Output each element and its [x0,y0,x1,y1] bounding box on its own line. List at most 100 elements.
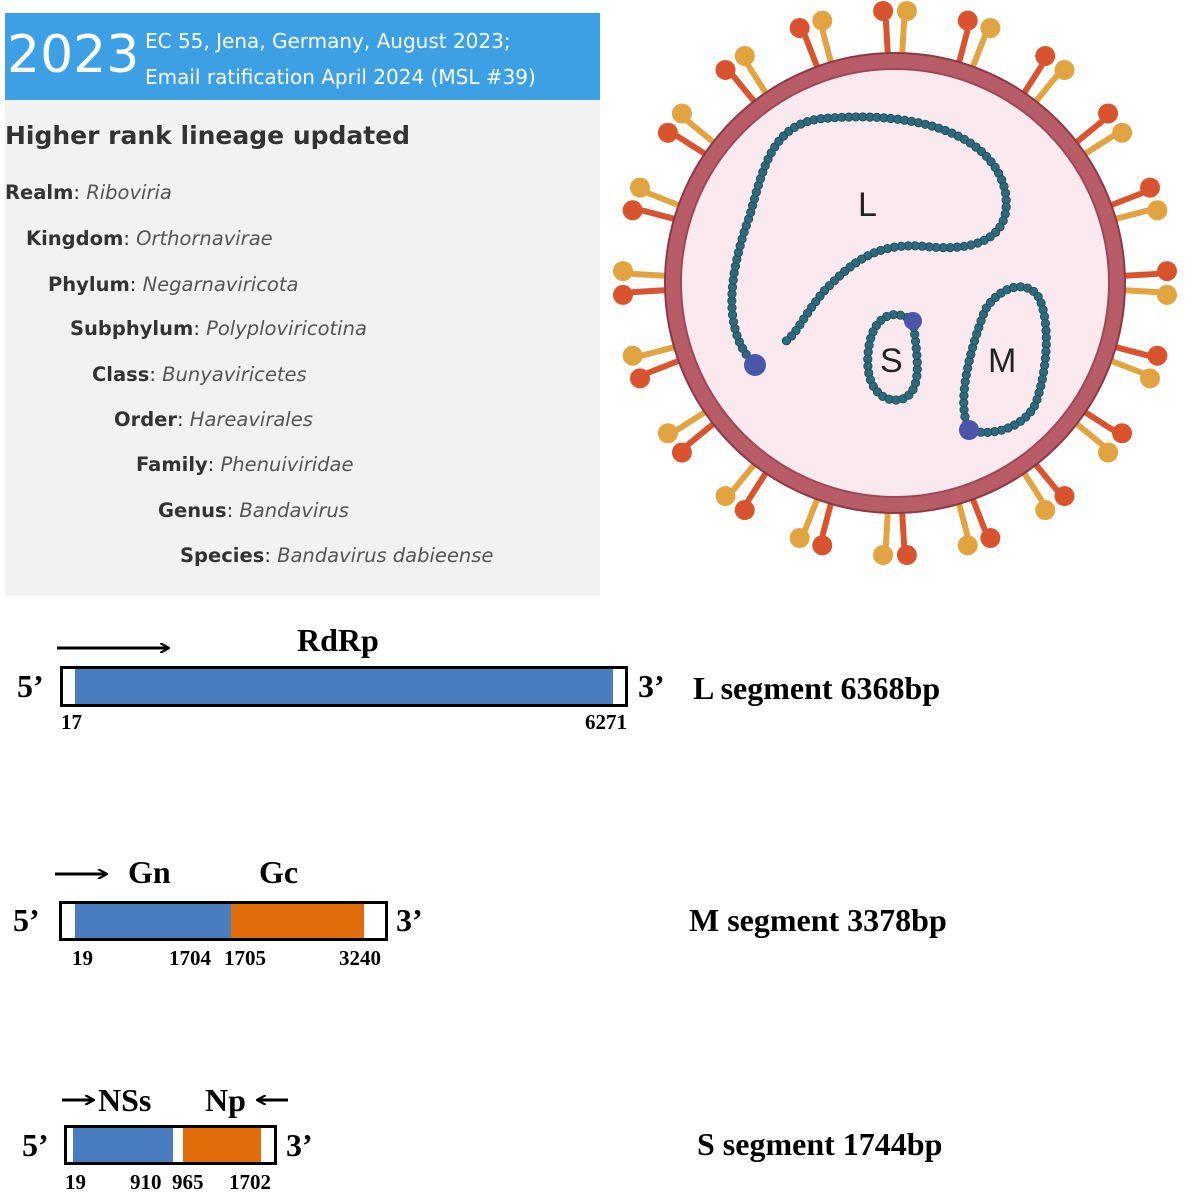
rank-separator: : [129,273,143,296]
l-segment-title: L segment 6368bp [693,670,941,706]
rank-value: Phenuiviridae [220,453,354,476]
rank-separator: : [226,499,240,522]
nss-gene-label: NSs [98,1082,152,1118]
meeting-line-2: Email ratification April 2024 (MSL #39) [145,65,536,89]
rank-separator: : [264,544,278,567]
spike-icon [873,1,917,60]
glycoprotein-spikes [613,1,1177,565]
rank-value: Riboviria [86,181,172,204]
m-position-4: 3240 [339,946,381,970]
taxonomy-meeting-info: EC 55, Jena, Germany, August 2023; Email… [145,23,536,95]
spike-icon [1104,177,1168,223]
rank-separator: : [149,363,163,386]
genome-segment-diagram: RdRp 5’ 3’ L segment 6368bp 17 6271 Gn G… [0,600,1200,1200]
rna-beads [727,112,1051,437]
rank-label: Order [114,408,177,431]
rank-label: Phylum [48,273,130,296]
spike-icon [1019,458,1075,521]
rank-value: Negarnaviricota [142,273,299,296]
spike-icon [657,103,720,159]
spike-icon [1104,343,1168,389]
s-position-4: 1702 [229,1170,271,1194]
rank-order: Order: Hareavirales [114,408,313,431]
rank-separator: : [207,453,221,476]
rna-bead [781,336,792,346]
nss-region [73,1128,173,1162]
m-segment-bar [59,901,388,941]
spike-icon [622,343,686,389]
l-five-prime: 5’ [17,668,44,704]
spike-icon [955,10,1001,74]
rank-phylum: Phylum: Negarnaviricota [48,273,298,296]
m-segment-terminus [959,420,979,440]
gc-region [231,904,364,938]
spike-icon [613,261,672,305]
rank-separator: : [177,408,190,431]
taxonomy-heading: Higher rank lineage updated [5,121,411,150]
m-segment-label: M [988,342,1016,380]
rank-label: Subphylum [70,317,194,340]
s-segment-title: S segment 1744bp [697,1126,943,1162]
m-position-3: 1705 [224,946,266,970]
rank-separator: : [73,181,87,204]
rank-label: Kingdom [26,227,124,250]
l-gene-label: RdRp [297,622,379,658]
rank-label: Family [136,453,208,476]
spike-icon [622,177,686,223]
spike-icon [657,407,720,463]
l-end-position: 6271 [585,710,627,734]
taxonomy-header: 2023 EC 55, Jena, Germany, August 2023; … [5,13,600,100]
virion-interior [680,68,1110,498]
np-region [183,1128,261,1162]
s-five-prime: 5’ [22,1127,49,1163]
rank-subphylum: Subphylum: Polyploviricotina [70,317,367,340]
meeting-line-1: EC 55, Jena, Germany, August 2023; [145,29,511,53]
s-position-3: 965 [172,1170,204,1194]
rank-label: Class [92,363,150,386]
m-segment-title: M segment 3378bp [689,902,947,938]
rank-value: Orthornavirae [136,227,273,250]
rank-species: Species: Bandavirus dabieense [180,544,493,567]
taxonomy-card: 2023 EC 55, Jena, Germany, August 2023; … [5,13,600,596]
spike-icon [789,492,835,556]
rank-realm: Realm: Riboviria [5,181,172,204]
spike-icon [1019,45,1075,108]
np-gene-label: Np [205,1082,246,1118]
spike-icon [873,506,917,565]
rank-genus: Genus: Bandavirus [158,499,349,522]
m-three-prime: 3’ [396,902,423,938]
s-segment-label: S [880,342,903,380]
m-position-2: 1704 [169,946,211,970]
s-three-prime: 3’ [286,1127,313,1163]
m-five-prime: 5’ [13,902,40,938]
spike-icon [1070,103,1133,159]
l-three-prime: 3’ [638,668,665,704]
rank-value: Polyploviricotina [206,317,367,340]
rank-value: Bunyaviricetes [162,363,307,386]
spike-icon [1118,261,1177,305]
s-segment-terminus [904,312,922,330]
rank-separator: : [193,317,207,340]
rank-value: Bandavirus dabieense [277,544,494,567]
spike-icon [789,10,835,74]
gn-region [75,904,231,938]
rank-value: Hareavirales [189,408,313,431]
spike-icon [955,492,1001,556]
s-position-2: 910 [130,1170,162,1194]
rank-separator: : [123,227,137,250]
l-segment-terminus [744,354,766,376]
rank-family: Family: Phenuiviridae [136,453,354,476]
spike-icon [715,458,771,521]
rank-kingdom: Kingdom: Orthornavirae [26,227,273,250]
l-segment-bar [60,666,628,707]
spike-icon [715,45,771,108]
m-position-1: 19 [72,946,93,970]
s-segment-bar [64,1125,277,1165]
s-position-1: 19 [65,1170,86,1194]
rank-class: Class: Bunyaviricetes [92,363,307,386]
virion-illustration: L S M [613,1,1177,565]
gc-gene-label: Gc [259,854,299,890]
taxonomy-year: 2023 [7,25,140,85]
l-segment-label: L [858,186,877,224]
rank-value: Bandavirus [239,499,349,522]
